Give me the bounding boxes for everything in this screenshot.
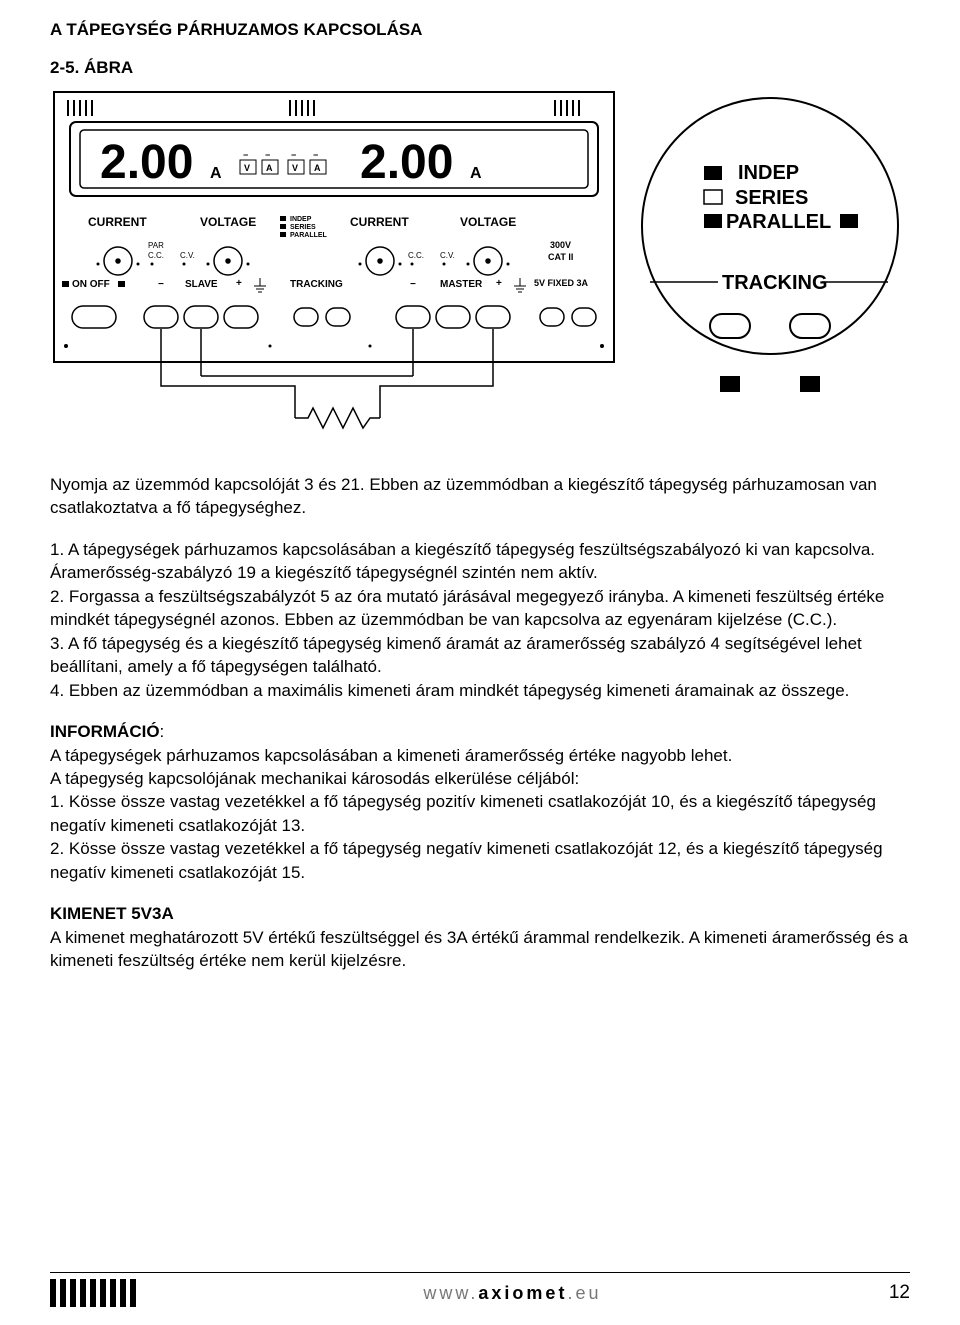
footer-divider: [50, 1272, 910, 1273]
svg-text:ON OFF: ON OFF: [72, 279, 110, 290]
svg-text:SLAVE: SLAVE: [185, 279, 218, 290]
kimenet-heading: KIMENET 5V3A: [50, 902, 910, 925]
power-supply-diagram: 2.00 A V A V A − − − − 2.00 A CURRENT VOLTA…: [50, 86, 910, 446]
label-voltage-2: VOLTAGE: [460, 215, 516, 229]
label-current-1: CURRENT: [88, 215, 147, 229]
barcode-icon: [50, 1279, 136, 1307]
svg-text:TRACKING: TRACKING: [290, 279, 343, 290]
svg-text:A: A: [314, 163, 321, 173]
svg-text:A: A: [266, 163, 273, 173]
info-heading: INFORMÁCIÓ: [50, 722, 160, 741]
svg-text:V: V: [292, 163, 298, 173]
svg-text:+: +: [496, 278, 502, 289]
display-left: 2.00: [100, 136, 193, 189]
svg-text:−: −: [291, 150, 296, 160]
step-1: 1. A tápegységek párhuzamos kapcsolásába…: [50, 538, 910, 585]
svg-text:C.C.: C.C.: [408, 251, 424, 260]
svg-text:−: −: [243, 150, 248, 160]
circle-tracking-label: TRACKING: [722, 272, 828, 294]
info-line-4: 2. Kösse össze vastag vezetékkel a fő tá…: [50, 839, 883, 881]
svg-text:PAR: PAR: [148, 241, 164, 250]
info-line-2: A tápegység kapcsolójának mechanikai kár…: [50, 769, 579, 788]
svg-text:PARALLEL: PARALLEL: [726, 211, 831, 233]
info-line-3: 1. Kösse össze vastag vezetékkel a fő tá…: [50, 792, 876, 834]
step-3: 3. A fő tápegység és a kiegészítő tápegy…: [50, 632, 910, 679]
svg-text:PARALLEL: PARALLEL: [290, 232, 328, 239]
info-line-1: A tápegységek párhuzamos kapcsolásában a…: [50, 746, 732, 765]
figure-2-5: 2.00 A V A V A − − − − 2.00 A CURRENT VOLTA…: [50, 86, 910, 451]
svg-text:C.V.: C.V.: [440, 251, 455, 260]
page-number: 12: [889, 1282, 910, 1304]
footer-url: www.axiomet.eu: [423, 1283, 601, 1304]
svg-text:SERIES: SERIES: [290, 224, 316, 231]
label-voltage-1: VOLTAGE: [200, 215, 256, 229]
page-footer: www.axiomet.eu 12: [0, 1272, 960, 1307]
info-block: INFORMÁCIÓ: A tápegységek párhuzamos kap…: [50, 720, 910, 884]
svg-text:5V FIXED 3A: 5V FIXED 3A: [534, 278, 589, 288]
svg-text:A: A: [210, 165, 222, 182]
svg-text:C.V.: C.V.: [180, 251, 195, 260]
svg-text:C.C.: C.C.: [148, 251, 164, 260]
numbered-steps: 1. A tápegységek párhuzamos kapcsolásába…: [50, 538, 910, 702]
svg-text:CAT II: CAT II: [548, 252, 573, 262]
intro-paragraph: Nyomja az üzemmód kapcsolóját 3 és 21. E…: [50, 473, 910, 520]
step-2: 2. Forgassa a feszültségszabályzót 5 az …: [50, 585, 910, 632]
step-4: 4. Ebben az üzemmódban a maximális kimen…: [50, 679, 910, 702]
svg-text:+: +: [236, 278, 242, 289]
page-title: A TÁPEGYSÉG PÁRHUZAMOS KAPCSOLÁSA: [50, 20, 910, 40]
label-current-2: CURRENT: [350, 215, 409, 229]
svg-text:−: −: [265, 150, 270, 160]
display-right: 2.00: [360, 136, 453, 189]
svg-text:V: V: [244, 163, 250, 173]
svg-text:−: −: [313, 150, 318, 160]
svg-text:INDEP: INDEP: [738, 162, 799, 184]
svg-text:SERIES: SERIES: [735, 187, 808, 209]
svg-text:300V: 300V: [550, 240, 571, 250]
kimenet-block: KIMENET 5V3A A kimenet meghatározott 5V …: [50, 902, 910, 972]
svg-text:INDEP: INDEP: [290, 216, 312, 223]
svg-text:A: A: [470, 165, 482, 182]
svg-text:MASTER: MASTER: [440, 279, 483, 290]
svg-text:−: −: [410, 279, 416, 290]
svg-text:−: −: [158, 279, 164, 290]
kimenet-text: A kimenet meghatározott 5V értékű feszül…: [50, 926, 910, 973]
figure-label: 2-5. ÁBRA: [50, 58, 910, 78]
